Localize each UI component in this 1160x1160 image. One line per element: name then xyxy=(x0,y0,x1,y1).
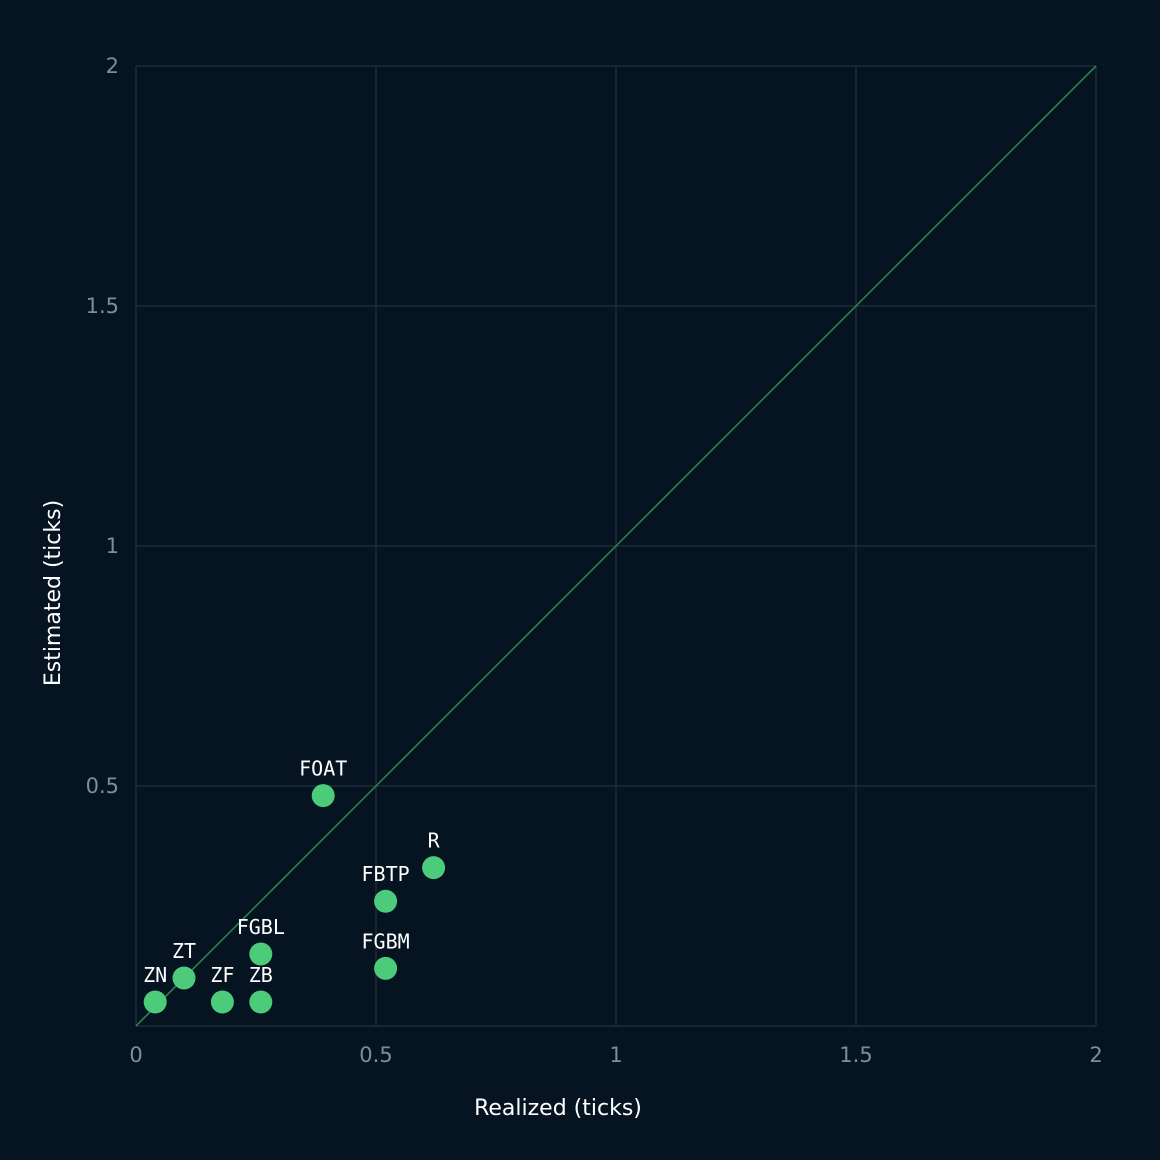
point-label: ZF xyxy=(210,963,234,987)
point-label: ZB xyxy=(249,963,273,987)
point-label: ZN xyxy=(143,963,167,987)
point-marker xyxy=(374,889,398,913)
x-tick-label: 1 xyxy=(609,1043,622,1067)
y-axis-label: Estimated (ticks) xyxy=(41,500,66,686)
point-marker xyxy=(249,942,273,966)
point-label: FOAT xyxy=(299,757,347,781)
data-point: ZF xyxy=(210,963,234,1014)
point-marker xyxy=(374,956,398,980)
reference-diagonal xyxy=(135,65,1097,1027)
point-label: ZT xyxy=(172,939,196,963)
x-tick-label: 0 xyxy=(129,1043,142,1067)
grid-lines xyxy=(135,65,1097,1027)
y-tick-label: 2 xyxy=(106,54,119,78)
point-label: R xyxy=(428,829,441,853)
y-axis-ticks: 0.5 1 1.5 2 xyxy=(86,54,119,798)
data-point: FOAT xyxy=(299,757,347,808)
data-point: FGBL xyxy=(237,915,285,966)
point-marker xyxy=(210,990,234,1014)
data-point: R xyxy=(422,829,446,880)
point-marker xyxy=(143,990,167,1014)
point-marker xyxy=(249,990,273,1014)
x-tick-label: 2 xyxy=(1089,1043,1102,1067)
x-tick-label: 0.5 xyxy=(359,1043,392,1067)
y-tick-label: 1.5 xyxy=(86,294,119,318)
data-point: ZB xyxy=(249,963,273,1014)
point-marker xyxy=(422,856,446,880)
data-point: FBTP xyxy=(362,862,410,913)
point-marker xyxy=(172,966,196,990)
x-axis-ticks: 0 0.5 1 1.5 2 xyxy=(129,1043,1102,1067)
data-point: ZT xyxy=(172,939,196,990)
point-label: FGBM xyxy=(362,929,410,953)
x-tick-label: 1.5 xyxy=(839,1043,872,1067)
data-point: ZN xyxy=(143,963,167,1014)
point-label: FBTP xyxy=(362,862,410,886)
y-tick-label: 0.5 xyxy=(86,774,119,798)
point-label: FGBL xyxy=(237,915,285,939)
x-axis-label: Realized (ticks) xyxy=(474,1096,642,1121)
data-point: FGBM xyxy=(362,929,410,980)
y-tick-label: 1 xyxy=(106,534,119,558)
point-marker xyxy=(311,784,335,808)
